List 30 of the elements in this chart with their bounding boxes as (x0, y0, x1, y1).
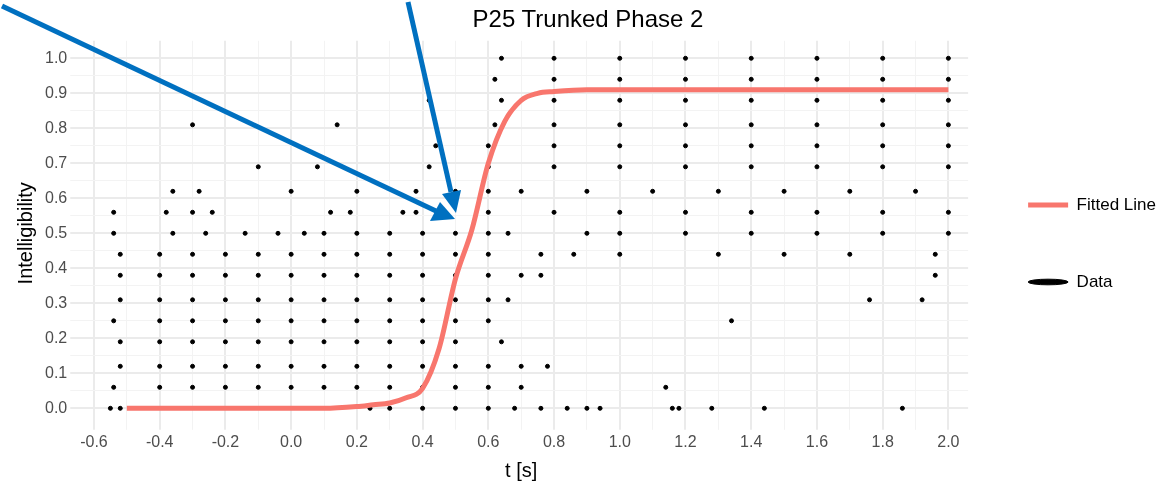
x-axis-title: t [s] (505, 458, 538, 481)
x-tick-label: 2.0 (937, 432, 960, 450)
y-tick-label: 0.4 (44, 258, 68, 276)
x-tick-label: 0.4 (411, 432, 434, 450)
y-tick-label: 0.2 (44, 328, 68, 346)
y-tick-label: 0.9 (44, 83, 68, 101)
x-tick-label: 0.6 (477, 432, 500, 450)
legend-label: Fitted Line (1076, 194, 1157, 214)
y-tick-label: 0.8 (44, 118, 68, 136)
x-tick-label: -0.4 (145, 432, 174, 450)
y-axis-title: Intelligibility (13, 182, 36, 285)
chart-title: P25 Trunked Phase 2 (472, 5, 704, 33)
x-tick-label: -0.6 (80, 432, 108, 450)
x-tick-label: 1.2 (674, 432, 697, 450)
x-tick-label: 1.8 (871, 432, 894, 450)
y-tick-label: 0.0 (44, 398, 68, 416)
legend-label: Data (1076, 271, 1114, 291)
y-tick-label: 0.1 (44, 363, 68, 381)
x-tick-label: 1.6 (805, 432, 829, 450)
x-tick-label: -0.2 (211, 432, 240, 450)
y-tick-label: 0.5 (44, 223, 68, 241)
y-tick-label: 1.0 (44, 48, 68, 66)
y-tick-label: 0.6 (44, 188, 68, 206)
x-tick-label: 1.4 (740, 432, 763, 450)
x-tick-label: 0.2 (345, 432, 369, 450)
y-tick-label: 0.7 (44, 153, 68, 171)
x-tick-label: 0.8 (542, 432, 566, 450)
y-tick-label: 0.3 (44, 293, 68, 311)
x-tick-label: 1.0 (608, 432, 631, 450)
x-tick-label: 0.0 (280, 432, 303, 450)
